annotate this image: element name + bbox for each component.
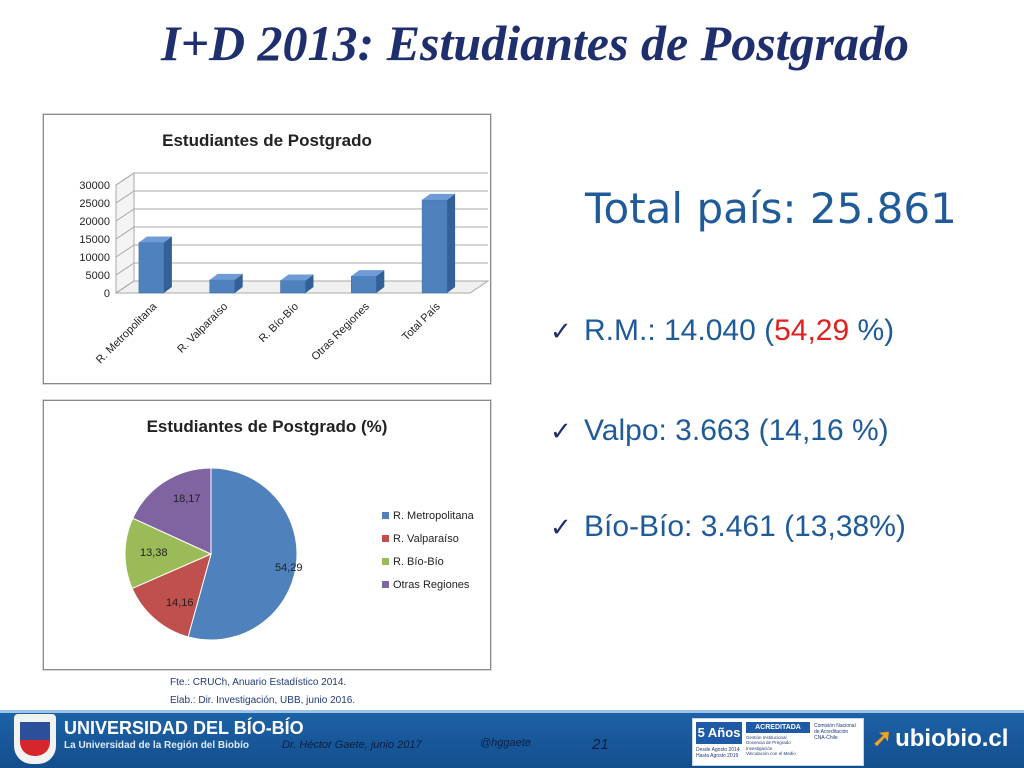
pie-slice [132, 467, 212, 555]
bar-front [351, 275, 377, 294]
pie-chart-svg: Estudiantes de Postgrado (%) 54,29 14,16 13… [124, 417, 475, 641]
pie-slice [187, 467, 298, 641]
bar-y-tick-label: 30000 [79, 180, 110, 192]
stat-rm-suffix: %) [849, 314, 895, 347]
badge-area: Investigación [746, 745, 773, 751]
footer-bar: UNIVERSIDAD DEL BÍO-BÍO La Universidad d… [0, 710, 1024, 768]
crest-blue-field [20, 722, 50, 740]
elaboration-line: Elab.: Dir. Investigación, UBB, junio 20… [170, 695, 356, 706]
bar-chart-title: Estudiantes de Postgrado [162, 131, 372, 150]
bar-front [421, 199, 448, 294]
bar-y-tick-label: 15000 [79, 234, 110, 246]
pie-chart: Estudiantes de Postgrado (%) 54,29 14,16 13… [43, 400, 491, 670]
pie-legend-swatch [382, 581, 389, 588]
total-country: Total país: 25.861 [585, 184, 957, 233]
badge-area: Gestión Institucional [746, 735, 787, 740]
university-name: UNIVERSIDAD DEL BÍO-BÍO [64, 718, 304, 738]
slide-title: I+D 2013: Estudiantes de Postgrado [161, 15, 909, 71]
source-line: Fte.: CRUCh, Anuario Estadístico 2014. [170, 677, 347, 688]
bar-gridline [115, 190, 488, 204]
bar-y-tick-label: 25000 [79, 198, 110, 210]
cna-line: Comisión Nacional [814, 723, 856, 729]
check-icon: ✓ [550, 417, 572, 447]
bar-side [163, 236, 172, 293]
bar-gridline [115, 172, 488, 186]
pie-legend-swatch [382, 558, 389, 565]
pie-slice-label: 13,38 [140, 547, 168, 559]
bar-side [447, 193, 456, 293]
stat-rm-label: R.M.: 14.040 ( [584, 314, 775, 347]
bar-category-label: Otras Regiones [309, 300, 372, 363]
accreditation-badge: 5 Años ACREDITADA Gestión Institucional … [692, 718, 864, 766]
bar-front [209, 279, 235, 294]
pie-legend-label: R. Valparaíso [393, 533, 459, 545]
pie-legend-label: Otras Regiones [393, 579, 470, 591]
bar-top [138, 236, 172, 243]
badge-date: Hasta Agosto 2019 [696, 753, 739, 759]
stat-valpo-label: Valpo: 3.663 (14,16 %) [584, 414, 889, 447]
bar-gridline [115, 244, 488, 258]
stat-biobio-label: Bío-Bío: 3.461 (13,38%) [584, 510, 906, 543]
bar-side [305, 274, 314, 293]
bar-top [351, 270, 385, 277]
bar-top [209, 273, 243, 280]
bar-top [280, 274, 314, 281]
bar-y-tick-label: 0 [104, 288, 110, 300]
cna-line: CNA-Chile [814, 735, 838, 741]
bar-category-label: Total País [400, 300, 443, 343]
arrow-icon: ➚ [872, 725, 893, 752]
university-tagline: La Universidad de la Región del Biobío [64, 740, 250, 751]
badge-area: Docencia de Pregrado [746, 740, 791, 746]
check-icon: ✓ [550, 317, 572, 347]
pie-legend-swatch [382, 512, 389, 519]
bar-y-tick-label: 5000 [86, 270, 110, 282]
bar-chart-svg: Estudiantes de Postgrado 0 5000 10000 15000 2… [79, 131, 490, 366]
pie-slice-label: 54,29 [275, 562, 303, 574]
bar-chart: Estudiantes de Postgrado 0 5000 10000 15000 2… [43, 114, 491, 384]
badge-area: Vinculación con el Medio [746, 751, 796, 757]
site-logo: ➚ ubiobio.cl [872, 724, 1008, 753]
bar-y-tick-label: 10000 [79, 252, 110, 264]
badge-areas: Gestión Institucional Docencia de Pregra… [746, 735, 810, 761]
page-number: 21 [592, 736, 609, 753]
bar-gridline [115, 208, 488, 222]
bar-y-tick-label: 20000 [79, 216, 110, 228]
bar-category-label: R. Bío-Bío [257, 301, 301, 345]
bar-category-label: R. Valparaíso [175, 301, 230, 356]
stat-rm-percent: 54,29 [774, 314, 850, 347]
pie-slice-label: 14,16 [166, 597, 194, 609]
footer-stripe [0, 710, 1024, 713]
pie-legend-label: R. Bío-Bío [393, 556, 444, 568]
bar-front [280, 280, 306, 294]
site-name: ubiobio.cl [895, 725, 1009, 752]
pie-legend-swatch [382, 535, 389, 542]
footer-handle: @hggaete [480, 737, 531, 749]
badge-dates: Desde Agosto 2014 Hasta Agosto 2019 [696, 747, 742, 759]
crest-red-field [20, 740, 50, 756]
badge-status: ACREDITADA [746, 722, 810, 733]
bar-gridline [115, 226, 488, 240]
pie-legend-label: R. Metropolitana [393, 510, 475, 522]
stat-biobio: ✓ Bío-Bío: 3.461 (13,38%) [550, 510, 906, 544]
cna-line: de Acreditación [814, 729, 849, 735]
badge-date: Desde Agosto 2014 [696, 747, 740, 753]
check-icon: ✓ [550, 513, 572, 543]
bar-side [376, 270, 385, 293]
university-crest-icon [14, 714, 56, 764]
bar-gridline [115, 262, 488, 276]
footer-author: Dr. Héctor Gaete, junio 2017 [282, 739, 422, 751]
pie-slice-label: 18,17 [173, 493, 201, 505]
bar-side [234, 273, 243, 293]
bar-category-label: R. Metropolitana [94, 300, 160, 366]
badge-years: 5 Años [696, 722, 742, 744]
cna-logo: Comisión Nacional de Acreditación CNA-Ch… [814, 723, 860, 761]
pie-slice [131, 553, 212, 638]
stat-rm: ✓ R.M.: 14.040 (54,29 %) [550, 314, 894, 348]
stat-valpo: ✓ Valpo: 3.663 (14,16 %) [550, 414, 889, 448]
pie-chart-title: Estudiantes de Postgrado (%) [147, 417, 388, 436]
pie-slice [124, 517, 213, 590]
bar-front [138, 242, 165, 294]
bar-top [422, 193, 456, 200]
